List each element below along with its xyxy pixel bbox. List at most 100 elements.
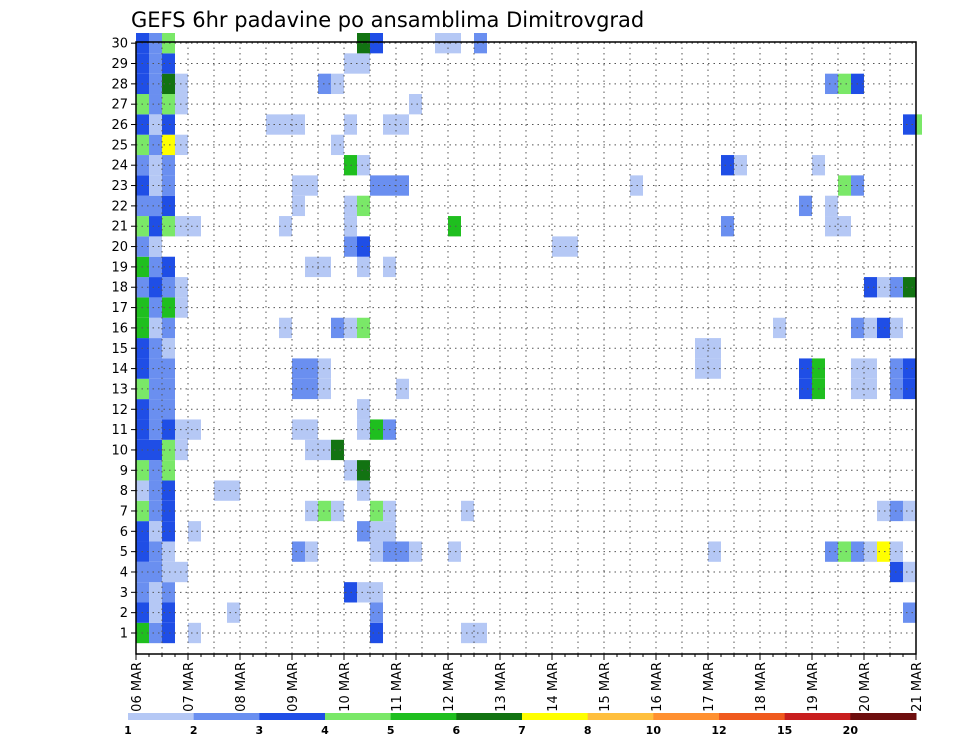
heatmap-cell: [149, 256, 162, 278]
heatmap-cell: [903, 561, 916, 583]
x-tick-label: 18 MAR: [754, 662, 769, 712]
heatmap-cell: [162, 541, 175, 562]
heatmap-cell: [162, 399, 175, 420]
y-tick-label: 19: [111, 260, 128, 275]
x-tick-label: 11 MAR: [390, 662, 405, 712]
y-tick-label: 8: [120, 484, 128, 499]
heatmap-cell: [162, 297, 175, 318]
x-tick-label: 20 MAR: [858, 662, 873, 712]
y-tick-label: 15: [111, 342, 128, 357]
heatmap-cell: [149, 561, 162, 583]
y-tick-label: 10: [111, 443, 128, 458]
heatmap-cell: [357, 480, 370, 501]
y-tick-label: 21: [111, 220, 128, 235]
heatmap-cell: [370, 419, 383, 440]
heatmap-cell: [396, 175, 409, 196]
y-tick-label: 27: [111, 98, 128, 113]
heatmap-cell: [305, 500, 318, 522]
y-tick-label: 28: [111, 77, 128, 92]
heatmap-cell: [149, 73, 162, 95]
heatmap-cell: [188, 419, 201, 440]
heatmap-cell: [721, 216, 734, 237]
x-tick-label: 17 MAR: [702, 662, 717, 712]
y-tick-label: 29: [111, 57, 128, 72]
heatmap-cell: [149, 216, 162, 237]
heatmap-cell: [799, 195, 812, 217]
heatmap-cell: [162, 175, 175, 196]
heatmap-cell: [162, 602, 175, 623]
heatmap-cell: [162, 134, 175, 156]
heatmap-cell: [916, 114, 922, 135]
heatmap-cell: [838, 175, 851, 196]
colorbar-swatch: [193, 713, 260, 720]
y-tick-label: 5: [120, 545, 128, 560]
heatmap-cell: [357, 317, 370, 339]
heatmap-cell: [825, 216, 838, 237]
heatmap-cell: [162, 114, 175, 135]
heatmap-cell: [448, 216, 461, 237]
heatmap-cell: [721, 155, 734, 176]
x-tick-label: 10 MAR: [338, 662, 353, 712]
colorbar-label: 1: [124, 724, 132, 737]
heatmap-cell: [149, 134, 162, 156]
heatmap-cell: [305, 378, 318, 400]
colorbar-label: 20: [843, 724, 859, 737]
heatmap-cell: [149, 33, 162, 54]
heatmap-cell: [162, 500, 175, 522]
heatmap-cell: [149, 175, 162, 196]
y-tick-label: 26: [111, 118, 128, 133]
heatmap-cell: [162, 378, 175, 400]
gridlines: [135, 42, 917, 654]
heatmap-cell: [162, 195, 175, 217]
heatmap-cell: [149, 195, 162, 217]
heatmap-cell: [370, 602, 383, 623]
heatmap-cell: [825, 541, 838, 562]
heatmap-cells: [136, 33, 922, 644]
heatmap-cell: [149, 53, 162, 74]
heatmap-cell: [799, 358, 812, 379]
heatmap-cell: [149, 602, 162, 623]
heatmap-cell: [435, 33, 448, 54]
heatmap-cell: [357, 53, 370, 74]
x-tick-label: 16 MAR: [650, 662, 665, 712]
heatmap-cell: [357, 460, 370, 481]
colorbar-swatch: [325, 713, 392, 720]
heatmap-cell: [864, 541, 877, 562]
heatmap-cell: [357, 582, 370, 603]
heatmap-cell: [292, 419, 305, 440]
heatmap-cell: [162, 460, 175, 481]
heatmap-cell: [162, 33, 175, 54]
heatmap-cell: [331, 317, 344, 339]
colorbar-label: 12: [711, 724, 726, 737]
heatmap-cell: [149, 500, 162, 522]
heatmap-cell: [149, 358, 162, 379]
heatmap-cell: [162, 216, 175, 237]
heatmap-cell: [877, 317, 890, 339]
heatmap-cell: [162, 73, 175, 95]
heatmap-cell: [292, 175, 305, 196]
heatmap-cell: [409, 541, 422, 562]
heatmap-cell: [357, 33, 370, 54]
y-tick-label: 18: [111, 281, 128, 296]
heatmap-cell: [838, 541, 851, 562]
y-tick-label: 3: [120, 586, 128, 601]
y-axis-ticks: 1234567891011121314151617181920212223242…: [111, 37, 136, 642]
heatmap-cell: [357, 155, 370, 176]
colorbar-label: 5: [387, 724, 395, 737]
heatmap-cell: [864, 317, 877, 339]
colorbar-swatch: [784, 713, 851, 720]
heatmap-cell: [149, 317, 162, 339]
y-tick-label: 12: [111, 403, 128, 418]
heatmap-cell: [357, 236, 370, 257]
heatmap-cell: [188, 622, 201, 644]
heatmap-cell: [864, 358, 877, 379]
heatmap-cell: [149, 236, 162, 257]
heatmap-cell: [162, 419, 175, 440]
heatmap-cell: [162, 338, 175, 359]
heatmap-cell: [331, 134, 344, 156]
heatmap-cell: [903, 358, 916, 379]
heatmap-cell: [149, 155, 162, 176]
heatmap-cell: [396, 378, 409, 400]
y-tick-label: 6: [120, 525, 128, 540]
heatmap-cell: [305, 358, 318, 379]
